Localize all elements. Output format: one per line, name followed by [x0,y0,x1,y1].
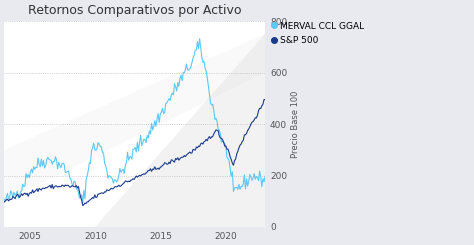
Polygon shape [4,34,265,201]
Polygon shape [95,34,265,227]
Y-axis label: Precio Base 100: Precio Base 100 [292,90,301,158]
Legend: MERVAL CCL GGAL, S&P 500: MERVAL CCL GGAL, S&P 500 [272,22,365,45]
Title: Retornos Comparativos por Activo: Retornos Comparativos por Activo [28,4,241,17]
